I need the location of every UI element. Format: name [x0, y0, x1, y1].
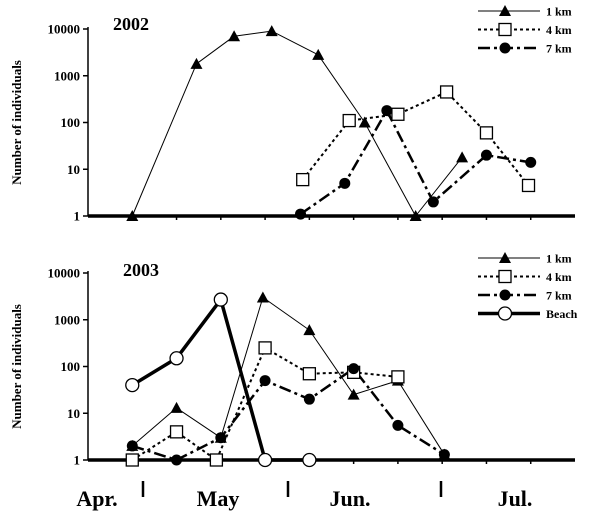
data-point-7-km: [295, 208, 307, 220]
data-point-1-km: [228, 30, 241, 42]
legend-label-4-km: 4 km: [546, 270, 572, 284]
y-tick-label: 1: [74, 453, 81, 468]
y-tick-label: 10000: [48, 266, 81, 281]
data-point-beach: [125, 377, 140, 393]
data-point-4-km: [521, 178, 536, 193]
data-point-1-km: [256, 291, 269, 303]
data-point-beach: [257, 452, 273, 468]
data-point-1-km: [170, 401, 183, 413]
data-point-7-km: [303, 393, 315, 405]
data-point-7-km: [259, 375, 271, 387]
data-point-4-km: [479, 126, 494, 140]
data-point-7-km: [215, 432, 227, 444]
y-tick-label: 10: [67, 406, 80, 421]
data-point-1-km: [358, 116, 371, 128]
month-label-jun: Jun.: [330, 486, 371, 511]
data-point-1-km: [347, 388, 360, 400]
panel-title: 2002: [113, 14, 149, 34]
series-line-4-km: [131, 346, 399, 461]
data-point-4-km: [296, 172, 310, 187]
legend-marker-1-km: [499, 252, 511, 263]
y-axis-label: Number of individuals: [9, 60, 24, 185]
data-point-7-km: [126, 440, 138, 452]
data-point-1-km: [126, 210, 139, 221]
month-axis: Apr. May Jun. Jul.: [76, 481, 532, 511]
legend-label-7-km: 7 km: [546, 42, 572, 56]
data-point-1-km: [312, 48, 325, 60]
data-point-4-km: [169, 425, 184, 439]
legend-marker-1-km: [499, 5, 511, 16]
data-point-beach: [302, 452, 317, 468]
data-point-4-km: [209, 453, 224, 467]
data-point-1-km: [303, 324, 316, 336]
month-label-may: May: [197, 486, 240, 511]
data-point-4-km: [302, 367, 317, 381]
data-point-4-km: [125, 453, 139, 467]
legend-marker-7-km: [499, 289, 511, 301]
y-tick-label: 1000: [54, 68, 80, 83]
legend-label-beach: Beach: [546, 307, 578, 321]
data-point-7-km: [392, 419, 404, 431]
month-label-apr: Apr.: [76, 486, 117, 511]
y-tick-label: 10000: [48, 22, 81, 37]
data-point-beach: [213, 292, 228, 307]
series-line-7-km: [131, 367, 446, 462]
y-tick-label: 1: [74, 209, 81, 224]
data-point-4-km: [342, 113, 356, 128]
legend-marker-7-km: [499, 42, 511, 54]
data-point-4-km: [391, 370, 405, 384]
series-line-1-km: [131, 30, 463, 217]
y-tick-label: 1000: [54, 312, 80, 327]
panel-2003: 1 10 100 1000 10000 Number of individuals 2003…: [9, 252, 578, 468]
data-point-4-km: [439, 85, 454, 99]
legend-label-1-km: 1 km: [546, 5, 572, 19]
data-point-7-km: [339, 177, 351, 189]
data-point-1-km: [265, 25, 278, 37]
y-tick-label: 10: [67, 162, 80, 177]
data-point-7-km: [480, 149, 492, 161]
legend-label-1-km: 1 km: [546, 252, 572, 266]
data-point-1-km: [190, 57, 203, 69]
data-point-7-km: [525, 156, 537, 168]
series-line-1-km: [131, 296, 445, 455]
data-point-1-km: [456, 151, 469, 163]
data-point-1-km: [409, 210, 422, 221]
data-point-7-km: [171, 454, 183, 466]
panel-title: 2003: [123, 260, 159, 280]
y-axis-label: Number of individuals: [9, 304, 24, 429]
data-point-7-km: [438, 449, 450, 461]
legend-marker-beach: [497, 306, 513, 321]
data-point-7-km: [348, 363, 360, 375]
series-line-7-km: [299, 109, 531, 216]
legend-marker-4-km: [498, 22, 512, 37]
y-tick-label: 100: [61, 115, 81, 130]
data-point-7-km: [381, 105, 393, 117]
legend-marker-4-km: [498, 269, 512, 284]
legend-label-4-km: 4 km: [546, 23, 572, 37]
legend-label-7-km: 7 km: [546, 289, 572, 303]
series-line-4-km: [301, 91, 530, 187]
data-point-4-km: [258, 341, 272, 355]
panel-2002: 1 10 100 1000 10000 Number of individuals 2002…: [9, 5, 575, 224]
data-point-beach: [169, 351, 184, 366]
data-point-7-km: [427, 196, 439, 208]
month-label-jul: Jul.: [498, 486, 533, 511]
data-point-4-km: [391, 107, 405, 121]
y-tick-label: 100: [61, 359, 81, 374]
